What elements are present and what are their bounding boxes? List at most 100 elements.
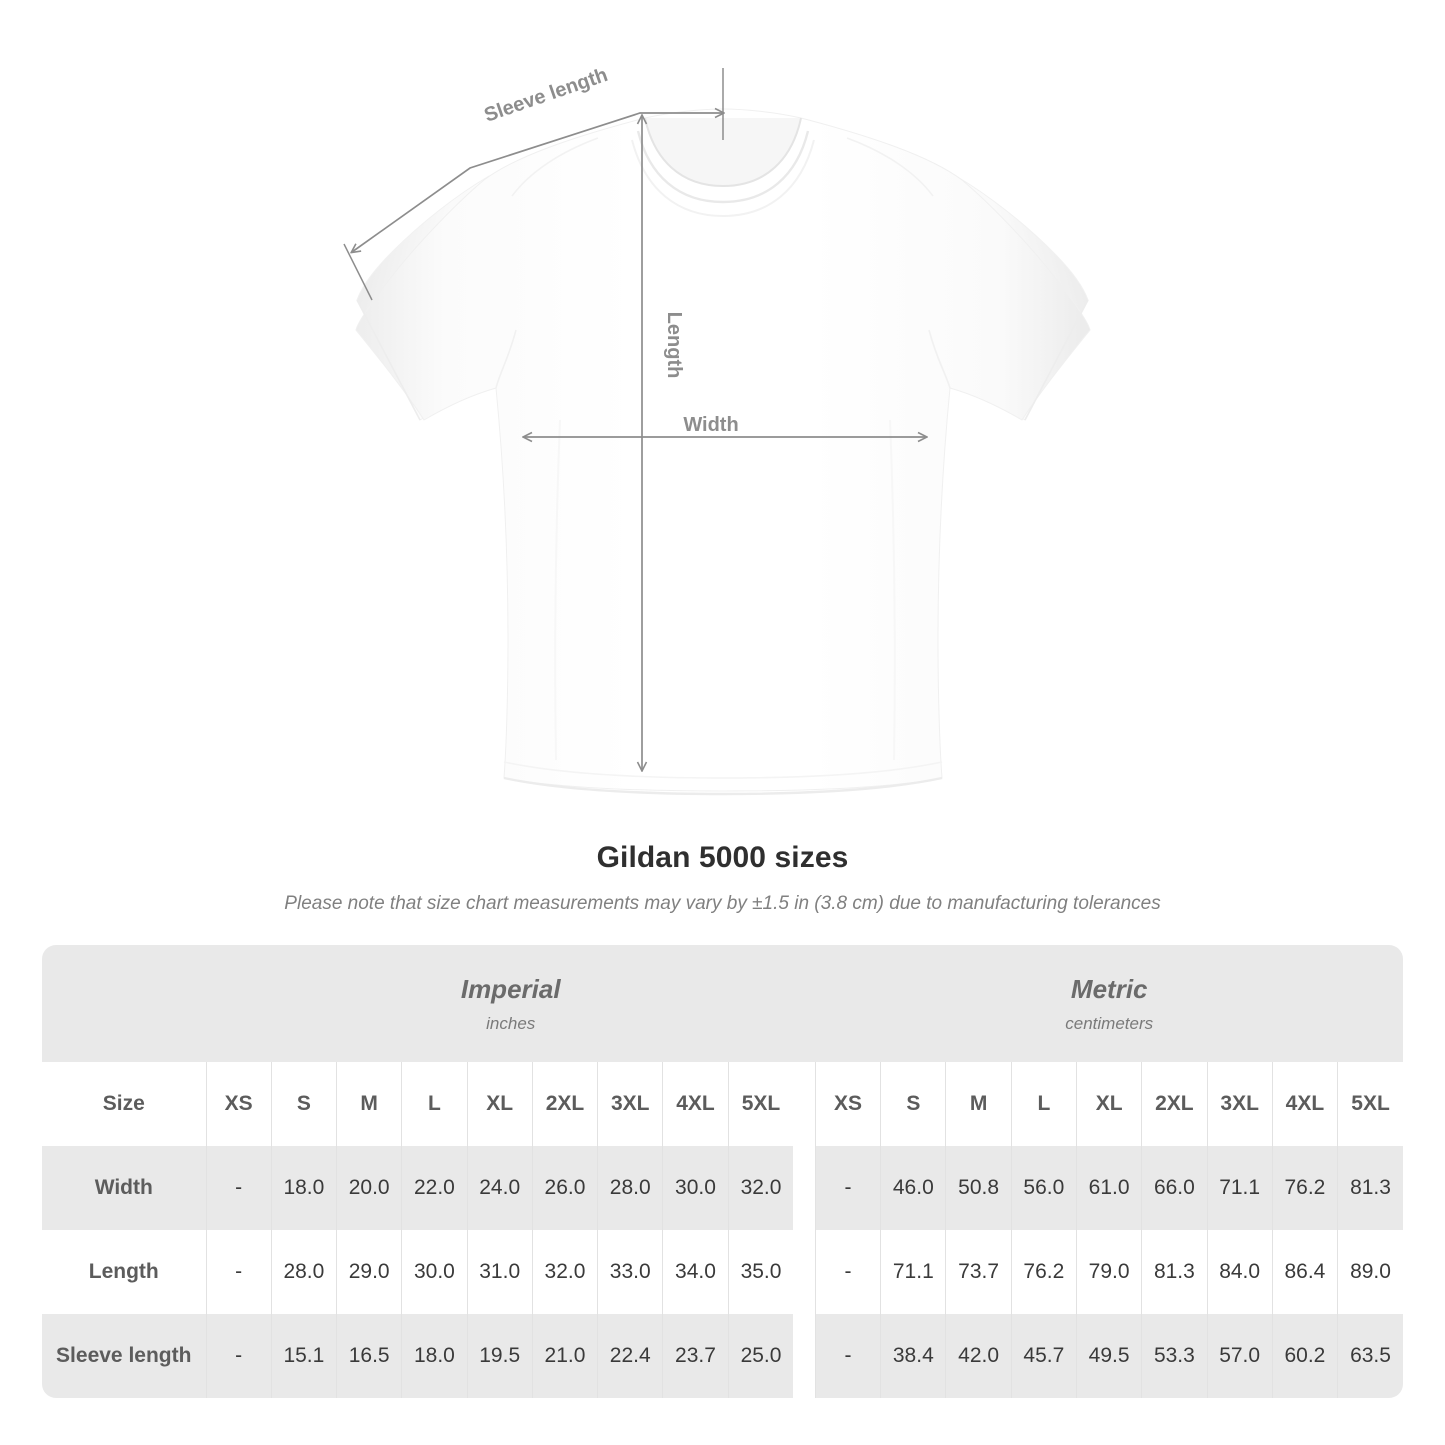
tolerance-note: Please note that size chart measurements… xyxy=(284,893,1161,914)
tshirt-left-cuff xyxy=(356,299,421,421)
size-chart-table: Imperial inches Metric centimeters Size XS S M L… xyxy=(42,945,1403,1398)
column-header-imperial-s[interactable]: S xyxy=(270,1062,337,1146)
unit-section-metric: Metric centimeters xyxy=(815,945,1403,1062)
cell-sleeve-length-metric-5xl: 63.5 xyxy=(1337,1314,1403,1398)
row-label-sleeve-length: Sleeve length xyxy=(42,1314,206,1398)
page-title: Gildan 5000 sizes xyxy=(596,841,849,874)
length-label: Length xyxy=(663,312,685,379)
cell-length-metric-s: 71.1 xyxy=(880,1230,946,1314)
cell-length-metric-4xl: 86.4 xyxy=(1271,1230,1338,1314)
unit-divider xyxy=(793,1230,816,1314)
column-header-metric-4xl[interactable]: 4XL xyxy=(1271,1062,1338,1146)
cell-width-imperial-m: 20.0 xyxy=(336,1146,402,1230)
cell-width-imperial-2xl: 26.0 xyxy=(531,1146,598,1230)
cell-sleeve-length-metric-l: 45.7 xyxy=(1010,1314,1077,1398)
width-label: Width xyxy=(683,414,738,436)
tshirt-fold-left xyxy=(554,419,561,761)
cell-length-metric-2xl: 81.3 xyxy=(1141,1230,1208,1314)
cell-sleeve-length-metric-xl: 49.5 xyxy=(1075,1314,1142,1398)
column-header-metric-m[interactable]: M xyxy=(945,1062,1012,1146)
cell-width-metric-s: 46.0 xyxy=(880,1146,946,1230)
cell-width-imperial-4xl: 30.0 xyxy=(662,1146,729,1230)
cell-length-imperial-xl: 31.0 xyxy=(466,1230,533,1314)
column-header-imperial-2xl[interactable]: 2XL xyxy=(531,1062,598,1146)
cell-width-metric-4xl: 76.2 xyxy=(1271,1146,1338,1230)
cell-sleeve-length-imperial-xs: - xyxy=(205,1314,272,1398)
cell-length-imperial-3xl: 33.0 xyxy=(597,1230,663,1314)
cell-length-imperial-m: 29.0 xyxy=(336,1230,402,1314)
column-header-imperial-3xl[interactable]: 3XL xyxy=(597,1062,663,1146)
cell-length-metric-xl: 79.0 xyxy=(1075,1230,1142,1314)
cell-width-metric-5xl: 81.3 xyxy=(1337,1146,1403,1230)
cell-sleeve-length-imperial-4xl: 23.7 xyxy=(662,1314,729,1398)
cell-length-imperial-s: 28.0 xyxy=(270,1230,337,1314)
column-header-metric-s[interactable]: S xyxy=(880,1062,946,1146)
cell-length-metric-xs: - xyxy=(814,1230,881,1314)
column-header-size: Size xyxy=(42,1062,206,1146)
cell-sleeve-length-imperial-m: 16.5 xyxy=(336,1314,402,1398)
unit-measure-name: inches xyxy=(486,1013,536,1033)
cell-sleeve-length-metric-m: 42.0 xyxy=(945,1314,1012,1398)
column-header-metric-xs[interactable]: XS xyxy=(814,1062,881,1146)
tshirt-measurement-diagram: Sleeve length Length Width xyxy=(343,64,1091,796)
column-header-metric-xl[interactable]: XL xyxy=(1075,1062,1142,1146)
column-header-metric-l[interactable]: L xyxy=(1010,1062,1077,1146)
cell-sleeve-length-imperial-xl: 19.5 xyxy=(466,1314,533,1398)
cell-width-metric-2xl: 66.0 xyxy=(1141,1146,1208,1230)
sleeve-cuff-reference-tick xyxy=(343,243,373,301)
chart-heading-block: Gildan 5000 sizes Please note that size … xyxy=(0,840,1445,916)
column-header-metric-3xl[interactable]: 3XL xyxy=(1206,1062,1273,1146)
column-header-imperial-l[interactable]: L xyxy=(401,1062,468,1146)
cell-sleeve-length-imperial-5xl: 25.0 xyxy=(727,1314,794,1398)
unit-system-name: Imperial xyxy=(460,973,561,1004)
column-header-imperial-xs[interactable]: XS xyxy=(205,1062,272,1146)
table-header-row: Size XS S M L XL 2XL 3XL 4XL 5XL XS S M L XL 2XL 3XL 4XL 5… xyxy=(42,1062,1403,1146)
cell-width-metric-xs: - xyxy=(814,1146,881,1230)
unit-band-spacer-left xyxy=(42,945,206,1062)
cell-sleeve-length-metric-4xl: 60.2 xyxy=(1271,1314,1338,1398)
cell-width-metric-m: 50.8 xyxy=(945,1146,1012,1230)
cell-length-imperial-2xl: 32.0 xyxy=(531,1230,598,1314)
table-row-sleeve-length: Sleeve length -15.1 16.5 18.0 19.5 21.0 22.4 23… xyxy=(42,1314,1403,1398)
cell-sleeve-length-imperial-3xl: 22.4 xyxy=(597,1314,663,1398)
tshirt-left-armhole xyxy=(495,329,517,389)
tshirt-right-cuff xyxy=(1024,299,1089,421)
cell-width-imperial-5xl: 32.0 xyxy=(727,1146,794,1230)
column-header-imperial-4xl[interactable]: 4XL xyxy=(662,1062,729,1146)
unit-system-band: Imperial inches Metric centimeters xyxy=(42,945,1403,1062)
column-header-imperial-m[interactable]: M xyxy=(336,1062,402,1146)
cell-sleeve-length-metric-xs: - xyxy=(814,1314,881,1398)
cell-sleeve-length-metric-s: 38.4 xyxy=(880,1314,946,1398)
size-table-container: Imperial inches Metric centimeters Size XS S M L… xyxy=(42,945,1403,1398)
column-header-imperial-5xl[interactable]: 5XL xyxy=(727,1062,794,1146)
cell-width-imperial-xs: - xyxy=(205,1146,272,1230)
cell-width-metric-l: 56.0 xyxy=(1010,1146,1077,1230)
tshirt-right-armhole xyxy=(928,329,951,389)
sleeve-length-arrow xyxy=(352,113,723,252)
tshirt-illustration xyxy=(355,108,1091,796)
cell-sleeve-length-metric-2xl: 53.3 xyxy=(1141,1314,1208,1398)
unit-divider xyxy=(793,1314,816,1398)
cell-length-imperial-4xl: 34.0 xyxy=(662,1230,729,1314)
cell-width-imperial-s: 18.0 xyxy=(270,1146,337,1230)
cell-sleeve-length-imperial-l: 18.0 xyxy=(401,1314,468,1398)
column-header-metric-5xl[interactable]: 5XL xyxy=(1337,1062,1403,1146)
cell-width-imperial-3xl: 28.0 xyxy=(597,1146,663,1230)
cell-width-imperial-xl: 24.0 xyxy=(466,1146,533,1230)
tshirt-hem xyxy=(503,776,943,796)
cell-length-imperial-5xl: 35.0 xyxy=(727,1230,794,1314)
cell-length-metric-m: 73.7 xyxy=(945,1230,1012,1314)
table-row-width: Width -18.0 20.0 22.0 24.0 26.0 28.0 30.0 32.0-4… xyxy=(42,1146,1403,1230)
cell-length-metric-3xl: 84.0 xyxy=(1206,1230,1273,1314)
unit-divider xyxy=(793,1146,816,1230)
cell-sleeve-length-imperial-2xl: 21.0 xyxy=(531,1314,598,1398)
column-header-imperial-xl[interactable]: XL xyxy=(466,1062,533,1146)
cell-sleeve-length-metric-3xl: 57.0 xyxy=(1206,1314,1273,1398)
cell-sleeve-length-imperial-s: 15.1 xyxy=(270,1314,337,1398)
row-label-length: Length xyxy=(42,1230,206,1314)
sleeve-length-label: Sleeve length xyxy=(482,64,611,127)
column-header-metric-2xl[interactable]: 2XL xyxy=(1141,1062,1208,1146)
tshirt-right-shoulder-seam xyxy=(846,137,934,197)
row-label-width: Width xyxy=(42,1146,206,1230)
